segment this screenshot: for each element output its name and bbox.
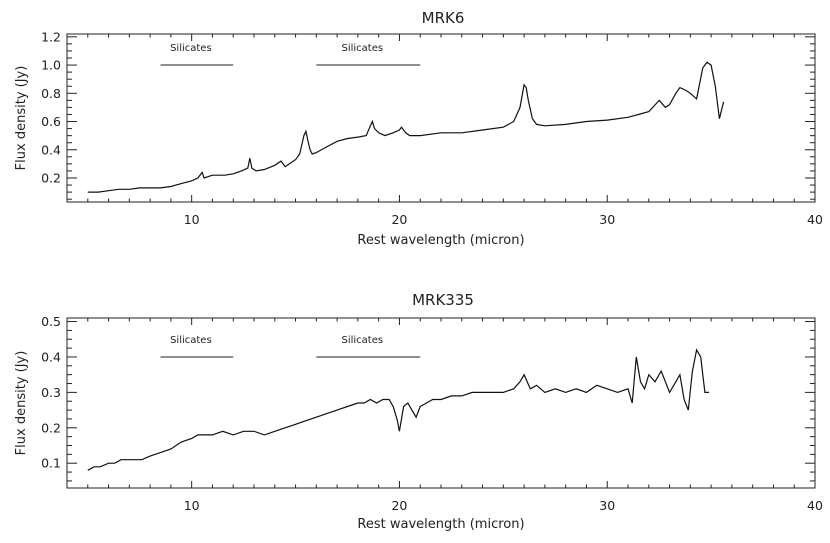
annotations: Silicates Silicates: [160, 335, 421, 358]
silicates-label: Silicates: [341, 43, 383, 54]
y-axis-label: Flux density (Jy): [14, 351, 29, 456]
y-tick-label: 1.2: [41, 29, 61, 44]
y-ticks: 0.2 0.4 0.6 0.8 1.0 1.2: [41, 29, 815, 200]
x-tick-label: 10: [184, 498, 200, 513]
y-tick-label: 0.6: [41, 114, 61, 129]
x-tick-label: 20: [391, 498, 407, 513]
y-ticks: 0.1 0.2 0.3 0.4 0.5: [41, 314, 815, 482]
silicates-label: Silicates: [170, 335, 212, 346]
x-tick-label: 10: [184, 212, 200, 227]
x-tick-label: 30: [599, 212, 615, 227]
x-axis-label: Rest wavelength (micron): [357, 517, 524, 532]
chart-title: MRK6: [422, 9, 465, 27]
x-ticks: 10 20 30 40: [66, 34, 823, 227]
x-axis-label: Rest wavelength (micron): [357, 233, 524, 248]
y-tick-label: 0.3: [41, 385, 61, 400]
y-tick-label: 0.5: [41, 314, 61, 329]
x-tick-label: 30: [599, 498, 615, 513]
x-tick-label: 40: [807, 498, 823, 513]
y-tick-label: 0.2: [41, 171, 61, 186]
series-line: [87, 348, 709, 471]
y-tick-label: 0.4: [41, 349, 61, 364]
x-tick-label: 20: [391, 212, 407, 227]
y-tick-label: 1.0: [41, 58, 61, 73]
annotations: Silicates Silicates: [160, 43, 421, 66]
y-tick-label: 0.1: [41, 456, 61, 471]
silicates-label: Silicates: [341, 335, 383, 346]
y-tick-label: 0.2: [41, 420, 61, 435]
y-axis-label: Flux density (Jy): [14, 66, 29, 171]
plot-frame: [66, 33, 816, 203]
chart-panel-mrk6: MRK6 10 20 30 40 0.2 0.4 0.6 0.8 1.0 1.2 Silicat…: [14, 9, 823, 248]
silicates-label: Silicates: [170, 43, 212, 54]
series-line: [87, 61, 725, 193]
chart-panel-mrk335: MRK335 10 20 30 40 0.1 0.2 0.3 0.4 0.5 Silicate…: [14, 291, 823, 532]
y-tick-label: 0.4: [41, 142, 61, 157]
chart-title: MRK335: [412, 291, 474, 309]
x-ticks: 10 20 30 40: [66, 318, 823, 513]
x-tick-label: 40: [807, 212, 823, 227]
y-tick-label: 0.8: [41, 86, 61, 101]
